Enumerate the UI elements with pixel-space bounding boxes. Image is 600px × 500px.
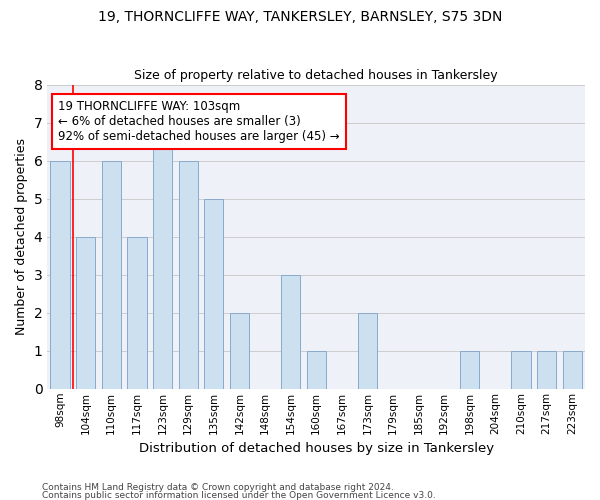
X-axis label: Distribution of detached houses by size in Tankersley: Distribution of detached houses by size …: [139, 442, 494, 455]
Y-axis label: Number of detached properties: Number of detached properties: [15, 138, 28, 335]
Bar: [204, 198, 223, 389]
Title: Size of property relative to detached houses in Tankersley: Size of property relative to detached ho…: [134, 69, 498, 82]
Text: 19, THORNCLIFFE WAY, TANKERSLEY, BARNSLEY, S75 3DN: 19, THORNCLIFFE WAY, TANKERSLEY, BARNSLE…: [98, 10, 502, 24]
Bar: [230, 312, 249, 389]
Bar: [460, 350, 479, 389]
Bar: [537, 350, 556, 389]
Bar: [179, 160, 198, 389]
Bar: [102, 160, 121, 389]
Bar: [50, 160, 70, 389]
Text: Contains public sector information licensed under the Open Government Licence v3: Contains public sector information licen…: [42, 490, 436, 500]
Bar: [153, 122, 172, 389]
Text: 19 THORNCLIFFE WAY: 103sqm
← 6% of detached houses are smaller (3)
92% of semi-d: 19 THORNCLIFFE WAY: 103sqm ← 6% of detac…: [58, 100, 340, 143]
Bar: [307, 350, 326, 389]
Text: Contains HM Land Registry data © Crown copyright and database right 2024.: Contains HM Land Registry data © Crown c…: [42, 484, 394, 492]
Bar: [76, 236, 95, 389]
Bar: [127, 236, 146, 389]
Bar: [563, 350, 582, 389]
Bar: [281, 274, 300, 389]
Bar: [511, 350, 530, 389]
Bar: [358, 312, 377, 389]
